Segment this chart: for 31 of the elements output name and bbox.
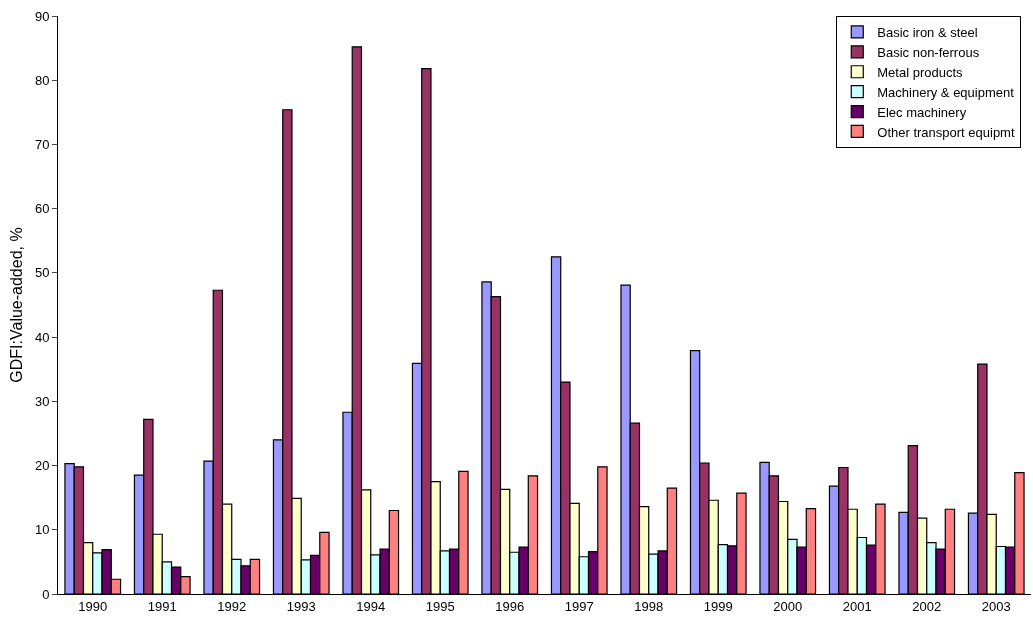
y-tick-label: 0	[42, 586, 50, 602]
legend-label: Other transport equipmt	[877, 124, 1015, 140]
x-tick-label: 2002	[912, 598, 942, 614]
legend-label: Basic non-ferrous	[877, 44, 980, 60]
x-tick-label: 1997	[564, 598, 594, 614]
legend-label: Basic iron & steel	[877, 25, 978, 41]
x-tick-label: 1995	[425, 598, 455, 614]
y-axis-title: GDFI:Value-added, %	[7, 227, 25, 383]
y-tick-label: 70	[34, 136, 50, 152]
y-tick-label: 30	[34, 393, 50, 409]
x-tick-label: 1991	[147, 598, 177, 614]
x-tick-label: 1999	[703, 598, 733, 614]
legend-label: Metal products	[877, 64, 964, 80]
y-tick-label: 60	[34, 201, 50, 217]
y-tick-label: 90	[34, 8, 50, 24]
y-tick-label: 50	[34, 265, 50, 281]
x-tick-label: 2003	[981, 598, 1011, 614]
y-tick-label: 80	[34, 72, 50, 88]
y-tick-label: 10	[34, 522, 50, 538]
y-tick-label: 40	[34, 329, 50, 345]
x-tick-label: 2000	[773, 598, 803, 614]
x-tick-label: 1996	[495, 598, 525, 614]
y-tick-label: 20	[34, 458, 50, 474]
legend-label: Elec machinery	[877, 104, 967, 120]
x-tick-label: 1990	[78, 598, 108, 614]
x-tick-label: 1998	[634, 598, 664, 614]
x-tick-label: 2001	[842, 598, 872, 614]
x-tick-label: 1992	[217, 598, 247, 614]
x-tick-label: 1993	[286, 598, 316, 614]
legend-label: Machinery & equipment	[877, 84, 1015, 100]
x-tick-label: 1994	[356, 598, 386, 614]
